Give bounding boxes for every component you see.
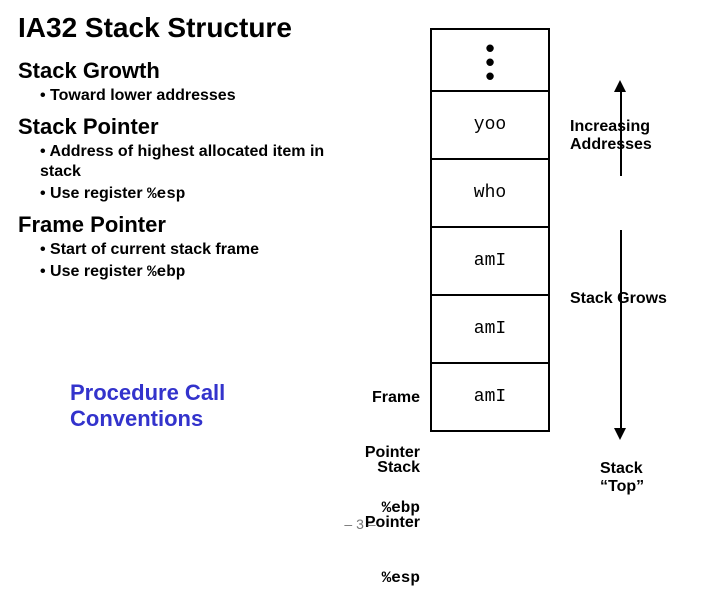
- procedure-call-conventions: Procedure Call Conventions: [70, 380, 225, 433]
- page-number: – 3 –: [0, 516, 720, 532]
- stack-cell-3: amI: [430, 228, 550, 296]
- proc-call-l1: Procedure Call: [70, 380, 225, 406]
- bullet-fp-2: Use register %ebp: [40, 262, 348, 282]
- sp-label-reg: %esp: [330, 569, 420, 587]
- annot-inc-l2: Addresses: [570, 136, 652, 154]
- bullet-sp-2-reg: %esp: [147, 185, 185, 203]
- bullet-sp-2-pre: Use register: [50, 185, 147, 202]
- stack-cell-1: yoo: [430, 92, 550, 160]
- arrow-up-icon: [614, 80, 626, 92]
- stack-cell-2: who: [430, 160, 550, 228]
- annot-inc-l1: Increasing: [570, 118, 652, 136]
- bullet-sp-1: Address of highest allocated item in sta…: [40, 142, 348, 182]
- annot-top-l2: “Top”: [600, 478, 644, 496]
- bullet-fp-2-reg: %ebp: [147, 263, 185, 281]
- stack-cell-5: amI: [430, 364, 550, 432]
- proc-call-l2: Conventions: [70, 406, 225, 432]
- arrow-line: [620, 230, 622, 430]
- section-frame-pointer: Frame Pointer: [18, 212, 348, 238]
- annot-grows: Stack Grows: [570, 290, 667, 308]
- annot-increasing: Increasing Addresses: [570, 118, 652, 155]
- section-stack-pointer: Stack Pointer: [18, 114, 348, 140]
- sp-label-l1: Stack: [330, 459, 420, 477]
- left-column: Stack Growth Toward lower addresses Stac…: [18, 58, 348, 282]
- bullet-sp-2: Use register %esp: [40, 184, 348, 204]
- bullet-growth-1: Toward lower addresses: [40, 86, 348, 106]
- fp-label-l1: Frame: [330, 389, 420, 407]
- dot-icon: •: [485, 69, 494, 83]
- stack-cell-4: amI: [430, 296, 550, 364]
- arrow-down-icon: [614, 428, 626, 440]
- annot-top-l1: Stack: [600, 460, 644, 478]
- section-stack-growth: Stack Growth: [18, 58, 348, 84]
- annot-top: Stack “Top”: [600, 460, 644, 497]
- stack-pointer-label: Stack Pointer %esp: [330, 422, 420, 606]
- page-title: IA32 Stack Structure: [18, 12, 292, 44]
- stack-diagram: • • • yoo who amI amI amI: [430, 28, 550, 432]
- bullet-fp-2-pre: Use register: [50, 263, 147, 280]
- stack-cell-dots: • • •: [430, 28, 550, 92]
- bullet-fp-1: Start of current stack frame: [40, 240, 348, 260]
